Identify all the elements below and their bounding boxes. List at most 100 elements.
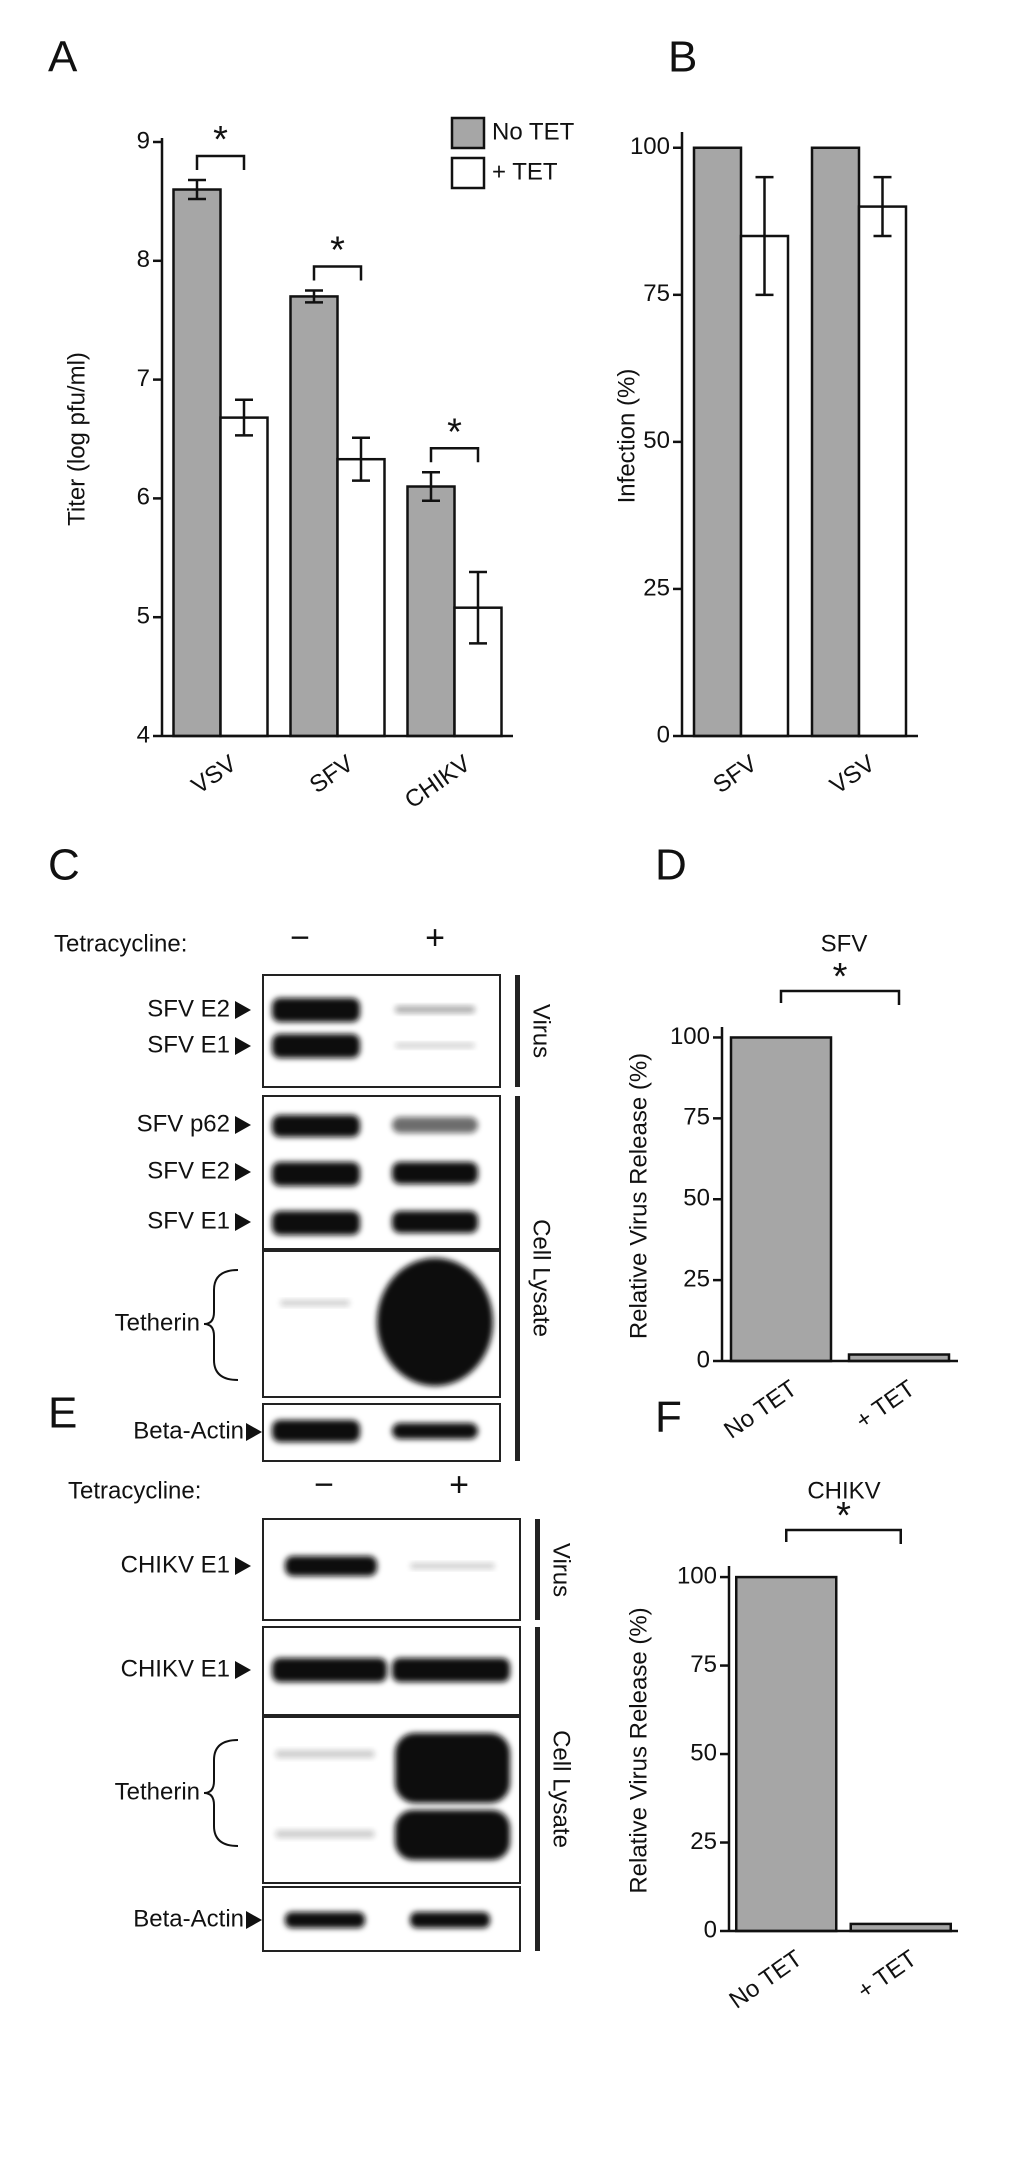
chart-title: CHIKV <box>807 1477 880 1504</box>
band <box>392 1658 510 1682</box>
significance-bracket <box>195 154 246 171</box>
bar <box>172 188 222 738</box>
brace <box>203 1739 239 1847</box>
bar <box>810 146 861 738</box>
band <box>275 1830 375 1838</box>
arrow <box>235 1001 251 1019</box>
significance-label: * <box>447 411 462 453</box>
band <box>272 1115 360 1137</box>
y-tick-label: 0 <box>697 1346 710 1373</box>
arrow <box>235 1213 251 1231</box>
band <box>272 1658 387 1682</box>
y-axis-label: Relative Virus Release (%) <box>625 1053 652 1339</box>
band <box>285 1556 377 1576</box>
band-label: Beta-Actin <box>133 1905 244 1932</box>
x-tick-label: CHIKV <box>400 750 476 814</box>
bar <box>406 485 456 738</box>
y-tick-label: 25 <box>643 574 670 601</box>
band <box>272 1211 360 1235</box>
y-tick-label: 50 <box>683 1185 710 1212</box>
y-tick-label: 25 <box>683 1265 710 1292</box>
legend-label: + TET <box>492 158 558 185</box>
significance-label: * <box>833 956 848 998</box>
band <box>410 1563 495 1569</box>
y-tick-label: 7 <box>137 365 150 392</box>
group-label: Cell Lysate <box>548 1730 575 1848</box>
arrow <box>246 1911 262 1929</box>
significance-bracket <box>429 447 480 463</box>
significance-label: * <box>213 119 228 161</box>
x-tick-label: + TET <box>853 1945 922 2005</box>
band <box>395 1810 510 1860</box>
band <box>410 1912 490 1928</box>
bar <box>857 205 908 738</box>
significance-bracket <box>312 265 363 281</box>
bar <box>735 1575 838 1933</box>
x-tick-label: VSV <box>187 750 242 800</box>
band <box>395 1733 510 1803</box>
y-tick-label: 4 <box>137 721 150 748</box>
y-tick-label: 25 <box>690 1828 717 1855</box>
significance-bracket <box>785 1528 902 1544</box>
band-label: Beta-Actin <box>133 1417 244 1444</box>
y-tick-label: 0 <box>704 1916 717 1943</box>
arrow <box>235 1037 251 1055</box>
bar <box>692 146 743 738</box>
band <box>392 1423 478 1439</box>
blot-c: C Tetracycline: − + SFV E2 SFV E1 SFV p6… <box>48 841 555 1462</box>
bar <box>739 234 790 738</box>
group-label: Virus <box>548 1543 575 1597</box>
blot-box <box>262 974 501 1088</box>
y-axis-label: Infection (%) <box>613 369 640 504</box>
group-label: Virus <box>528 1004 555 1058</box>
bar <box>729 1036 833 1363</box>
y-axis-label: Relative Virus Release (%) <box>625 1607 652 1893</box>
panel-letter: A <box>48 33 78 82</box>
x-tick-label: No TET <box>724 1945 807 2014</box>
significance-bracket <box>779 989 901 1005</box>
band <box>395 1043 475 1048</box>
condition: + <box>425 919 445 957</box>
y-tick-label: 0 <box>657 721 670 748</box>
band-label: Tetherin <box>115 1309 200 1336</box>
band <box>272 1162 360 1186</box>
group-bar <box>515 975 520 1087</box>
legend-swatch <box>450 156 486 190</box>
bar <box>289 295 339 738</box>
group-bar <box>535 1627 540 1951</box>
y-tick-label: 75 <box>683 1104 710 1131</box>
arrow <box>235 1557 251 1575</box>
band <box>377 1258 493 1386</box>
significance-label: * <box>330 230 345 272</box>
band-label: SFV E1 <box>147 1207 230 1234</box>
y-tick-label: 75 <box>643 280 670 307</box>
x-tick-label: + TET <box>851 1375 920 1435</box>
bar <box>336 457 386 738</box>
band <box>272 1034 360 1058</box>
band-label: SFV E2 <box>147 995 230 1022</box>
arrow <box>235 1661 251 1679</box>
group-bar <box>515 1096 520 1461</box>
y-tick-label: 8 <box>137 246 150 273</box>
band <box>392 1162 478 1184</box>
arrow <box>246 1423 262 1441</box>
band <box>272 998 360 1022</box>
y-tick-label: 100 <box>670 1023 710 1050</box>
panel-letter: E <box>48 1389 77 1438</box>
y-tick-label: 100 <box>630 133 670 160</box>
significance-label: * <box>836 1495 851 1537</box>
band <box>392 1117 478 1133</box>
y-tick-label: 100 <box>677 1562 717 1589</box>
band <box>280 1300 350 1306</box>
y-tick-label: 9 <box>137 127 150 154</box>
condition: + <box>449 1466 469 1504</box>
x-tick-label: SFV <box>708 750 762 799</box>
panel-letter: F <box>655 1393 682 1442</box>
y-tick-label: 75 <box>690 1651 717 1678</box>
band <box>395 1006 475 1013</box>
band-label: Tetherin <box>115 1778 200 1805</box>
band-label: CHIKV E1 <box>121 1655 230 1682</box>
band-label: SFV E1 <box>147 1031 230 1058</box>
band-label: CHIKV E1 <box>121 1551 230 1578</box>
